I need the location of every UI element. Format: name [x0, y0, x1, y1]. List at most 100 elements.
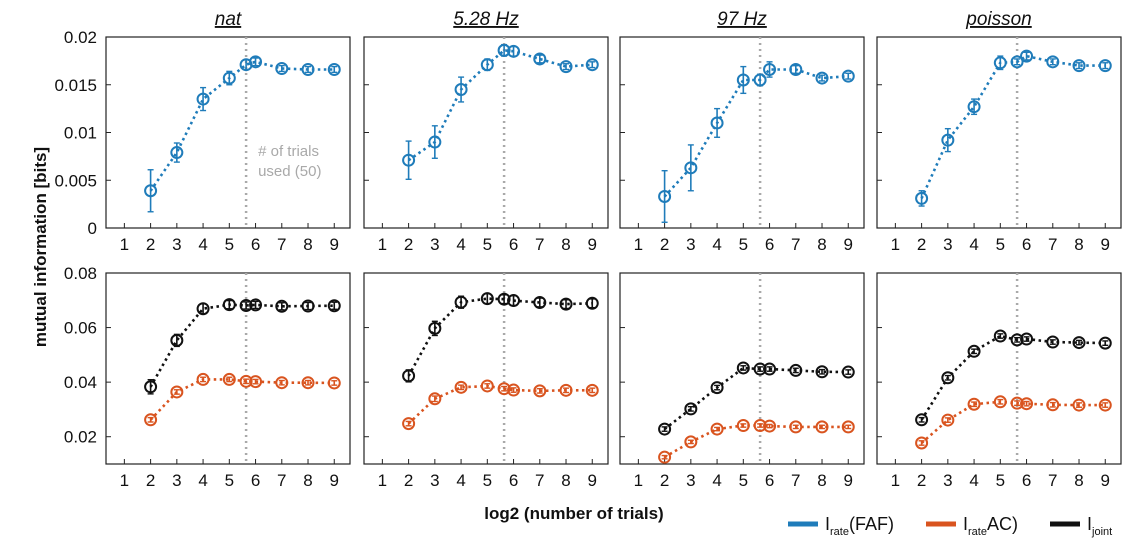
- data-point-joint: [144, 380, 158, 394]
- data-point-faf: [736, 73, 750, 87]
- x-tick-label: 3: [430, 471, 439, 490]
- x-tick-label: 2: [146, 471, 155, 490]
- data-point-ac: [710, 422, 724, 436]
- data-point-ac: [658, 450, 672, 464]
- data-point-ac: [941, 413, 955, 427]
- data-point-joint: [1072, 336, 1086, 350]
- data-point-faf: [684, 161, 698, 175]
- y-tick-label: 0.08: [64, 264, 97, 283]
- x-tick-label: 4: [456, 471, 465, 490]
- x-tick-label: 2: [660, 471, 669, 490]
- x-tick-label: 7: [791, 471, 800, 490]
- data-point-ac: [170, 385, 184, 399]
- x-tick-label: 2: [917, 235, 926, 254]
- data-point-faf: [170, 146, 184, 160]
- data-point-faf: [710, 116, 724, 130]
- data-point-faf: [967, 100, 981, 114]
- data-point-ac: [327, 376, 341, 390]
- data-point-faf: [454, 83, 468, 97]
- data-point-ac: [736, 419, 750, 433]
- data-point-faf: [222, 71, 236, 85]
- x-tick-label: 3: [943, 471, 952, 490]
- data-point-joint: [454, 295, 468, 309]
- x-tick-label: 3: [172, 235, 181, 254]
- data-point-faf: [480, 58, 494, 72]
- x-tick-label: 3: [430, 235, 439, 254]
- data-point-faf: [993, 56, 1007, 70]
- x-tick-label: 8: [1074, 471, 1083, 490]
- series-line-joint: [407, 297, 593, 377]
- series-line-faf: [407, 49, 593, 162]
- x-tick-label: 8: [817, 471, 826, 490]
- data-point-joint: [1046, 335, 1060, 349]
- x-tick-label: 5: [225, 235, 234, 254]
- x-tick-label: 2: [146, 235, 155, 254]
- x-tick-label: 6: [1022, 471, 1031, 490]
- x-tick-label: 9: [1101, 235, 1110, 254]
- data-point-faf: [585, 58, 599, 72]
- data-point-faf: [815, 71, 829, 85]
- data-point-ac: [454, 380, 468, 394]
- data-point-faf: [658, 189, 672, 203]
- x-tick-label: 8: [1074, 235, 1083, 254]
- x-tick-label: 7: [535, 235, 544, 254]
- data-point-ac: [275, 376, 289, 390]
- data-point-joint: [428, 321, 442, 335]
- data-point-ac: [1046, 398, 1060, 412]
- data-point-joint: [967, 344, 981, 358]
- data-point-faf: [915, 191, 929, 205]
- x-tick-label: 4: [198, 235, 207, 254]
- data-point-joint: [710, 381, 724, 395]
- x-tick-label: 4: [456, 235, 465, 254]
- data-point-joint: [301, 299, 315, 313]
- panel-0-0: 1 2 3 4 5 6 7 8 9 0 0.005 0.01 0.015 0.02 # of trials u…: [54, 28, 351, 254]
- data-point-joint: [327, 299, 341, 313]
- data-point-ac: [684, 435, 698, 449]
- data-point-ac: [559, 383, 573, 397]
- x-tick-label: 8: [561, 471, 570, 490]
- x-tick-label: 1: [120, 235, 129, 254]
- data-point-ac: [993, 395, 1007, 409]
- data-point-joint: [533, 295, 547, 309]
- data-point-ac: [841, 420, 855, 434]
- y-tick-label: 0.04: [64, 373, 97, 392]
- panel-title-2: 97 Hz: [717, 9, 767, 30]
- data-point-ac: [239, 374, 253, 388]
- x-tick-label: 5: [483, 235, 492, 254]
- data-point-faf: [196, 92, 210, 106]
- panel-frame: [105, 272, 351, 465]
- data-point-ac: [789, 420, 803, 434]
- x-tick-label: 4: [198, 471, 207, 490]
- data-point-joint: [1010, 333, 1024, 347]
- panel-frame: [363, 272, 609, 465]
- x-tick-label: 9: [330, 471, 339, 490]
- x-tick-label: 6: [251, 471, 260, 490]
- trials-annotation: # of trials: [258, 143, 319, 160]
- data-point-joint: [222, 298, 236, 312]
- series-line-faf: [149, 60, 335, 192]
- panel-1-0: 1 2 3 4 5 6 7 8 9 0.02 0.04 0.06 0.08: [64, 264, 351, 490]
- x-tick-label: 4: [712, 471, 721, 490]
- data-point-ac: [196, 372, 210, 386]
- x-tick-label: 3: [172, 471, 181, 490]
- data-point-joint: [789, 363, 803, 377]
- data-point-joint: [249, 298, 263, 312]
- x-tick-label: 7: [1048, 471, 1057, 490]
- data-point-faf: [402, 153, 416, 167]
- data-point-faf: [1020, 49, 1034, 63]
- x-tick-label: 3: [943, 235, 952, 254]
- x-tick-label: 5: [996, 471, 1005, 490]
- data-point-ac: [222, 372, 236, 386]
- x-tick-label: 7: [1048, 235, 1057, 254]
- data-point-faf: [1098, 59, 1112, 73]
- x-tick-label: 5: [996, 235, 1005, 254]
- x-tick-label: 3: [686, 471, 695, 490]
- x-tick-label: 4: [712, 235, 721, 254]
- x-tick-label: 6: [1022, 235, 1031, 254]
- legend-label-faf: Irate(FAF): [825, 514, 894, 538]
- data-point-joint: [841, 365, 855, 379]
